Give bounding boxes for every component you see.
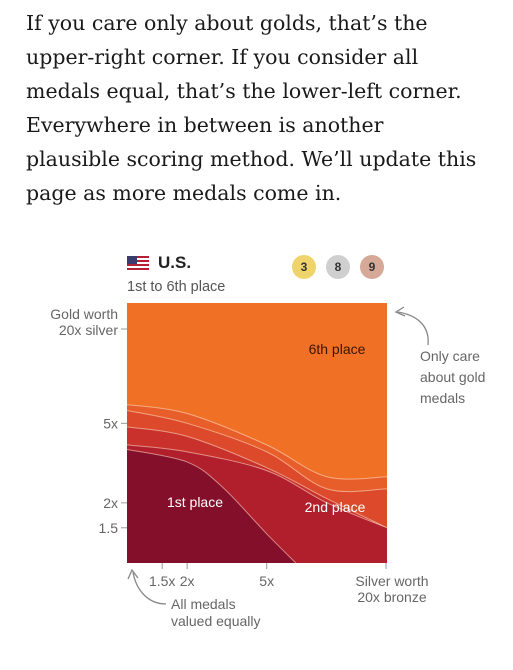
gold-medal-count: 3 <box>292 255 316 279</box>
x-tick-label: 2x <box>180 573 195 589</box>
y-axis-label: Gold worth <box>50 306 118 322</box>
annotation-arrow-gold <box>397 311 429 346</box>
intro-paragraph: If you care only about golds, that’s the… <box>26 6 496 210</box>
x-axis-label: 20x bronze <box>357 589 426 605</box>
intro-line: medals equal, that’s the lower-left corn… <box>26 79 462 103</box>
y-tick-label: 2x <box>103 495 118 511</box>
boundary-2-1 <box>126 448 297 564</box>
x-tick-label: 1.5x <box>149 573 175 589</box>
annotation-gold: Only care <box>420 348 480 364</box>
boundary-4-3 <box>126 426 388 529</box>
boundary-5-4 <box>126 409 388 493</box>
label-1st-place: 1st place <box>167 494 223 510</box>
intro-line: Everywhere in between is another <box>26 113 384 137</box>
intro-line: If you care only about golds, that’s the <box>26 11 428 35</box>
annotation-arrow-equal <box>132 571 167 605</box>
bronze-medal-count: 9 <box>360 255 384 279</box>
y-axis-label: 20x silver <box>59 322 118 338</box>
arrowhead-icon <box>394 306 406 317</box>
place-range: 1st to 6th place <box>127 279 226 295</box>
annotation-gold: about gold <box>420 369 485 385</box>
x-tick-label: 5x <box>259 573 274 589</box>
country-name: U.S. <box>158 253 192 272</box>
annotation-gold: medals <box>420 390 465 406</box>
annotation-equal: All medals <box>171 596 236 612</box>
boundary-3-2 <box>126 444 388 529</box>
intro-line: plausible scoring method. We’ll update t… <box>26 147 477 171</box>
label-2nd-place: 2nd place <box>305 499 366 515</box>
us-flag-icon <box>127 256 149 270</box>
boundary-6-5 <box>126 404 388 480</box>
intro-line: upper-right corner. If you consider all <box>26 45 419 69</box>
annotation-equal: valued equally <box>171 613 261 629</box>
region-rank-1 <box>127 449 296 563</box>
arrowhead-icon <box>127 568 139 580</box>
label-6th-place: 6th place <box>309 341 366 357</box>
x-axis-label: Silver worth <box>355 573 428 589</box>
y-tick-label: 5x <box>103 415 118 431</box>
intro-line: page as more medals come in. <box>26 181 342 205</box>
y-tick-label: 1.5 <box>99 520 119 536</box>
silver-medal-count: 8 <box>326 255 350 279</box>
